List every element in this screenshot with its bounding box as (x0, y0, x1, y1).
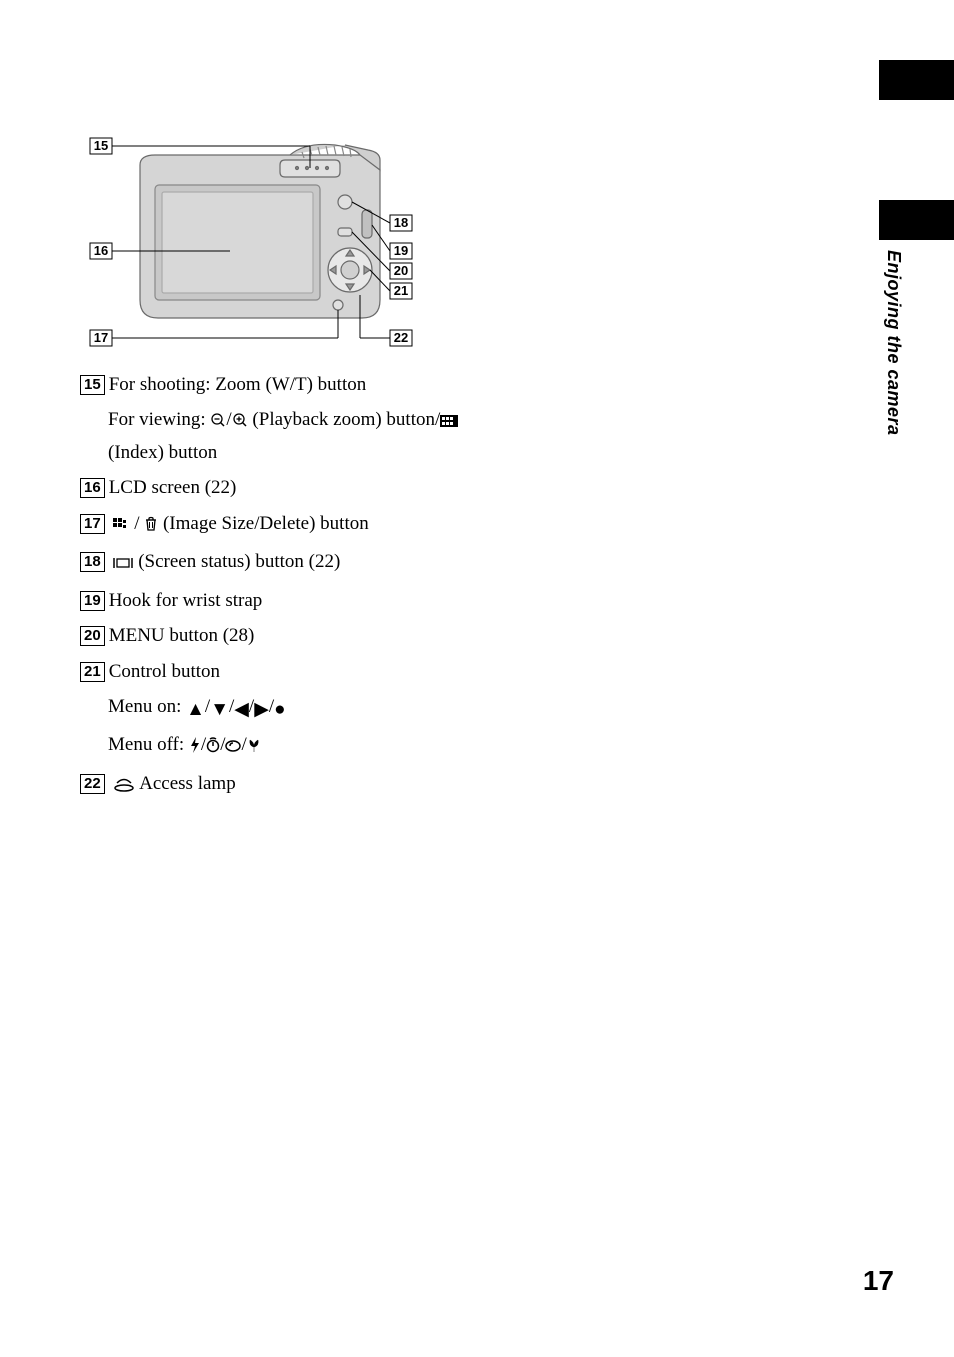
macro-icon (247, 733, 261, 762)
camera-diagram: 15 16 17 18 19 20 21 22 (80, 130, 510, 360)
right-triangle-icon: ▶ (254, 695, 269, 724)
callout-19: 19 (394, 243, 408, 258)
entry-20: 20MENU button (28) (80, 621, 510, 650)
access-lamp-icon (113, 772, 135, 801)
entry-19: 19Hook for wrist strap (80, 586, 510, 615)
callout-21: 21 (394, 283, 408, 298)
page-number: 17 (863, 1265, 894, 1297)
num-21: 21 (80, 662, 105, 682)
screen-status-icon (113, 550, 133, 579)
callout-15: 15 (94, 138, 108, 153)
left-triangle-icon: ◀ (234, 695, 249, 724)
self-timer-icon (206, 733, 220, 762)
num-16: 16 (80, 478, 105, 498)
callout-16: 16 (94, 243, 108, 258)
num-22: 22 (80, 774, 105, 794)
down-triangle-icon: ▼ (210, 695, 229, 724)
num-20: 20 (80, 626, 105, 646)
flash-icon (189, 733, 201, 762)
entry-16: 16LCD screen (22) (80, 473, 510, 502)
review-icon (225, 733, 241, 762)
num-15: 15 (80, 375, 105, 395)
callout-18: 18 (394, 215, 408, 230)
entry-17: 17 / (Image Size/Delete) button (80, 509, 510, 541)
index-icon (440, 408, 458, 437)
section-label: Enjoying the camera (883, 250, 904, 436)
delete-icon (144, 512, 158, 541)
parts-list: 15For shooting: Zoom (W/T) button For vi… (80, 370, 510, 807)
page-tab-top (879, 60, 954, 100)
num-17: 17 (80, 514, 105, 534)
page-tab-side (879, 200, 954, 240)
num-18: 18 (80, 552, 105, 572)
entry-22: 22 Access lamp (80, 769, 510, 801)
entry-15: 15For shooting: Zoom (W/T) button (80, 370, 510, 399)
entry-21-menu-on: Menu on: ▲/▼/◀/▶/● (108, 692, 510, 724)
entry-15-sub: For viewing: / (Playback zoom) button/ (… (108, 405, 510, 467)
zoom-in-icon (232, 408, 248, 437)
entry-21-menu-off: Menu off: /// (108, 730, 510, 762)
image-size-icon (113, 512, 129, 541)
zoom-out-icon (210, 408, 226, 437)
callout-20: 20 (394, 263, 408, 278)
num-19: 19 (80, 591, 105, 611)
callout-17: 17 (94, 330, 108, 345)
entry-21: 21Control button (80, 657, 510, 686)
entry-18: 18 (Screen status) button (22) (80, 547, 510, 579)
up-triangle-icon: ▲ (186, 695, 205, 724)
callout-22: 22 (394, 330, 408, 345)
center-dot-icon: ● (274, 695, 285, 724)
